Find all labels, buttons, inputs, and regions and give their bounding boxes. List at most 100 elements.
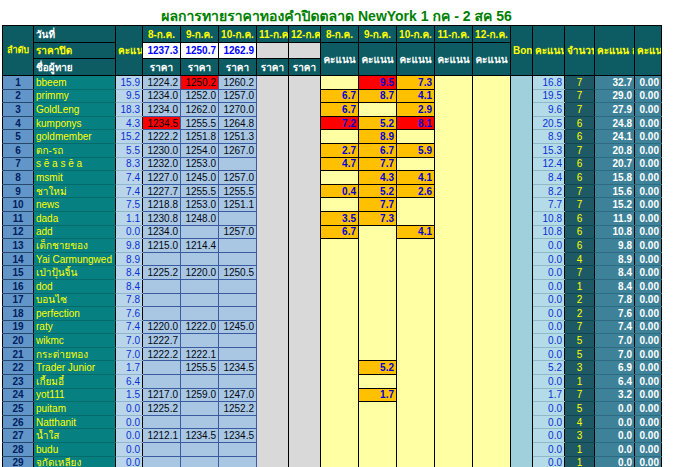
price-cell[interactable]	[257, 375, 289, 389]
price-cell[interactable]: 1251.8	[181, 130, 219, 144]
rank-cell[interactable]: 15	[3, 266, 34, 280]
bonus-week2-cell[interactable]	[511, 157, 533, 171]
week1-score-cell[interactable]: 1.1	[116, 211, 143, 225]
score-cell[interactable]	[397, 334, 435, 348]
price-cell[interactable]: 1250.2	[181, 76, 219, 90]
score-cell[interactable]	[435, 76, 473, 90]
price-cell[interactable]: 1232.0	[143, 157, 181, 171]
week1-score-cell[interactable]: 8.9	[116, 252, 143, 266]
week2-score-cell[interactable]: 19.5	[533, 89, 565, 103]
average-score-cell[interactable]: 0.00	[635, 76, 662, 90]
player-name-cell[interactable]: bbeem	[34, 76, 116, 90]
score-cell[interactable]: 7.7	[359, 157, 397, 171]
price-cell[interactable]	[181, 225, 219, 239]
score-cell[interactable]: 5.2	[359, 361, 397, 375]
price-cell[interactable]	[289, 171, 321, 185]
price-cell[interactable]: 1253.0	[181, 198, 219, 212]
score-cell[interactable]	[473, 184, 511, 198]
score-cell[interactable]	[473, 415, 511, 429]
rank-cell[interactable]: 2	[3, 89, 34, 103]
score-cell[interactable]	[397, 211, 435, 225]
price-cell[interactable]	[143, 415, 181, 429]
price-cell[interactable]: 1222.2	[143, 347, 181, 361]
price-cell[interactable]: 1255.5	[181, 184, 219, 198]
rank-cell[interactable]: 6	[3, 143, 34, 157]
week1-score-cell[interactable]: 7.0	[116, 334, 143, 348]
player-name-cell[interactable]: goldmember	[34, 130, 116, 144]
week2-score-cell[interactable]: 0.0	[533, 252, 565, 266]
bonus-week2-cell[interactable]	[511, 307, 533, 321]
price-cell[interactable]: 1270.0	[219, 103, 257, 117]
week1-score-cell[interactable]: 7.4	[116, 184, 143, 198]
score-cell[interactable]	[321, 76, 359, 90]
price-cell[interactable]	[289, 429, 321, 443]
price-cell[interactable]: 1234.0	[143, 89, 181, 103]
score-cell[interactable]	[473, 252, 511, 266]
week2-score-cell[interactable]: 8.2	[533, 184, 565, 198]
count-cell[interactable]: 6	[565, 116, 595, 130]
score-cell[interactable]	[397, 361, 435, 375]
bonus-week2-cell[interactable]	[511, 89, 533, 103]
score-cell[interactable]	[397, 239, 435, 253]
score-cell[interactable]	[359, 415, 397, 429]
cumulative-score-cell[interactable]: 0.0	[595, 456, 635, 467]
rank-cell[interactable]: 9	[3, 184, 34, 198]
cumulative-score-cell[interactable]: 0.0	[595, 443, 635, 457]
player-name-cell[interactable]: wikmc	[34, 334, 116, 348]
cumulative-score-cell[interactable]: 15.2	[595, 198, 635, 212]
score-cell[interactable]: 4.1	[397, 89, 435, 103]
close-price-cell[interactable]	[257, 43, 289, 59]
bonus-week2-cell[interactable]	[511, 456, 533, 467]
price-cell[interactable]: 1225.2	[143, 266, 181, 280]
rank-cell[interactable]: 7	[3, 157, 34, 171]
price-cell[interactable]	[257, 211, 289, 225]
week1-score-cell[interactable]: 9.8	[116, 239, 143, 253]
price-cell[interactable]: 1218.8	[143, 198, 181, 212]
cumulative-score-cell[interactable]: 7.4	[595, 320, 635, 334]
score-cell[interactable]	[321, 130, 359, 144]
average-score-cell[interactable]: 0.00	[635, 388, 662, 402]
price-cell[interactable]	[289, 293, 321, 307]
close-price-cell[interactable]: 1250.7	[181, 43, 219, 59]
score-cell[interactable]	[473, 116, 511, 130]
price-cell[interactable]	[257, 456, 289, 467]
score-cell[interactable]: 2.6	[397, 184, 435, 198]
rank-cell[interactable]: 29	[3, 456, 34, 467]
price-cell[interactable]: 1262.0	[181, 103, 219, 117]
bonus-week2-cell[interactable]	[511, 76, 533, 90]
week2-score-cell[interactable]: 15.3	[533, 143, 565, 157]
score-cell[interactable]	[321, 266, 359, 280]
cumulative-score-cell[interactable]: 7.0	[595, 347, 635, 361]
player-name-cell[interactable]: น้ำใส	[34, 429, 116, 443]
player-name-cell[interactable]: Natthanit	[34, 415, 116, 429]
cumulative-score-cell[interactable]: 3.2	[595, 388, 635, 402]
price-cell[interactable]	[257, 388, 289, 402]
price-cell[interactable]: 1227.7	[143, 184, 181, 198]
price-cell[interactable]: 1217.0	[143, 388, 181, 402]
week1-score-cell[interactable]: 0.0	[116, 429, 143, 443]
price-cell[interactable]	[181, 334, 219, 348]
score-cell[interactable]: 7.7	[359, 198, 397, 212]
score-cell[interactable]	[321, 347, 359, 361]
price-cell[interactable]	[143, 279, 181, 293]
score-cell[interactable]: 6.7	[321, 103, 359, 117]
score-cell[interactable]	[473, 307, 511, 321]
price-cell[interactable]	[181, 252, 219, 266]
bonus-week2-cell[interactable]	[511, 116, 533, 130]
week1-score-cell[interactable]: 8.4	[116, 266, 143, 280]
bonus-week2-cell[interactable]	[511, 279, 533, 293]
average-score-cell[interactable]: 0.00	[635, 184, 662, 198]
count-cell[interactable]: 1	[565, 279, 595, 293]
bonus-week2-cell[interactable]	[511, 184, 533, 198]
price-cell[interactable]: 1252.2	[219, 402, 257, 416]
count-cell[interactable]: 5	[565, 402, 595, 416]
score-cell[interactable]	[359, 320, 397, 334]
price-cell[interactable]	[289, 443, 321, 457]
cumulative-score-cell[interactable]: 15.6	[595, 184, 635, 198]
rank-cell[interactable]: 5	[3, 130, 34, 144]
score-cell[interactable]	[435, 279, 473, 293]
price-cell[interactable]	[257, 198, 289, 212]
rank-cell[interactable]: 18	[3, 307, 34, 321]
week1-score-cell[interactable]: 7.0	[116, 347, 143, 361]
score-cell[interactable]	[359, 334, 397, 348]
